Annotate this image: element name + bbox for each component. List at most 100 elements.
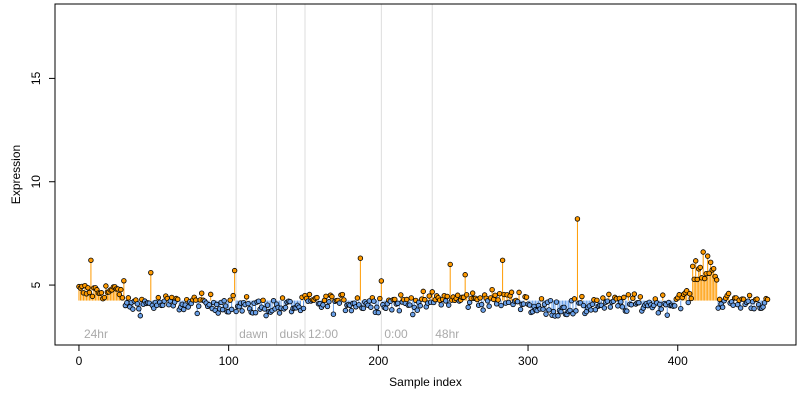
- data-point: [624, 308, 630, 314]
- data-point: [746, 292, 753, 299]
- data-point: [737, 305, 744, 311]
- data-point: [520, 301, 527, 307]
- data-point: [260, 297, 266, 304]
- data-point: [444, 293, 450, 300]
- data-point: [426, 293, 432, 299]
- data-point: [314, 294, 320, 301]
- data-point: [454, 292, 461, 298]
- data-point: [320, 302, 326, 308]
- phase-label: dawn: [239, 327, 268, 341]
- data-point: [228, 306, 235, 313]
- data-point: [342, 307, 349, 314]
- data-point: [618, 299, 624, 305]
- data-point: [601, 305, 608, 311]
- x-tick-label: 0: [76, 354, 83, 368]
- data-point: [118, 286, 124, 293]
- x-axis: 0 100 200 300 400: [76, 345, 688, 368]
- data-point: [637, 294, 644, 300]
- data-point: [169, 294, 175, 301]
- data-point: [429, 289, 435, 295]
- data-point: [523, 294, 530, 300]
- data-point: [579, 293, 585, 300]
- data-point: [348, 307, 355, 314]
- data-point: [389, 307, 395, 313]
- data-point: [567, 307, 573, 314]
- data-point: [687, 290, 693, 297]
- data-point: [282, 304, 289, 311]
- data-point: [300, 305, 307, 312]
- data-point: [270, 298, 277, 304]
- data-point: [121, 278, 127, 284]
- data-point: [625, 292, 632, 298]
- data-point: [263, 312, 269, 319]
- data-point: [125, 295, 132, 301]
- data-point: [495, 297, 501, 303]
- data-point: [574, 216, 581, 222]
- data-point: [136, 306, 142, 312]
- data-point: [573, 308, 579, 314]
- data-point: [546, 307, 552, 313]
- data-point: [561, 304, 567, 311]
- data-point: [606, 291, 612, 298]
- data-point: [589, 301, 596, 307]
- data-point: [98, 290, 105, 296]
- data-point: [306, 291, 313, 298]
- data-point: [420, 288, 426, 295]
- y-axis-label: Expression: [9, 145, 23, 204]
- data-point: [657, 301, 663, 308]
- data-point: [631, 291, 638, 297]
- x-tick-label: 300: [518, 354, 538, 368]
- data-point: [486, 303, 492, 309]
- data-point: [404, 296, 410, 303]
- data-point: [124, 300, 130, 306]
- data-point: [377, 295, 383, 302]
- data-point: [375, 309, 382, 316]
- data-point: [392, 296, 398, 303]
- data-point: [543, 311, 549, 317]
- data-point: [693, 258, 699, 264]
- x-tick-label: 100: [219, 354, 239, 368]
- data-point: [130, 306, 136, 312]
- data-point: [480, 307, 486, 313]
- data-point: [230, 292, 236, 299]
- data-point: [368, 304, 374, 310]
- data-point: [462, 272, 468, 278]
- data-point: [276, 310, 283, 316]
- data-point: [492, 292, 498, 298]
- data-point: [422, 297, 428, 303]
- data-point: [469, 290, 476, 296]
- data-point: [516, 289, 522, 296]
- data-point: [326, 299, 332, 305]
- data-point: [196, 303, 202, 309]
- data-point: [707, 259, 714, 266]
- data-point: [89, 293, 96, 300]
- data-point: [222, 303, 229, 309]
- data-point: [378, 278, 385, 284]
- data-point: [716, 296, 723, 303]
- data-point: [354, 295, 361, 301]
- data-point: [330, 311, 337, 317]
- data-point: [619, 304, 626, 310]
- data-point: [227, 297, 233, 303]
- data-point: [213, 301, 220, 308]
- data-point: [499, 257, 506, 263]
- data-point: [407, 302, 413, 308]
- phase-label: 0:00: [384, 327, 408, 341]
- x-tick-label: 200: [368, 354, 388, 368]
- data-point: [672, 303, 678, 309]
- data-point: [324, 303, 331, 310]
- data-point: [678, 305, 684, 312]
- data-point: [398, 292, 404, 298]
- data-point: [636, 299, 642, 306]
- data-point: [233, 308, 239, 315]
- data-point: [719, 304, 726, 310]
- data-point: [553, 299, 560, 305]
- data-point: [694, 276, 700, 283]
- data-point: [374, 304, 380, 310]
- data-point: [243, 294, 250, 300]
- data-point: [594, 297, 600, 303]
- data-point: [550, 308, 557, 315]
- data-point: [498, 302, 504, 309]
- data-point: [628, 302, 635, 308]
- data-point: [701, 275, 708, 282]
